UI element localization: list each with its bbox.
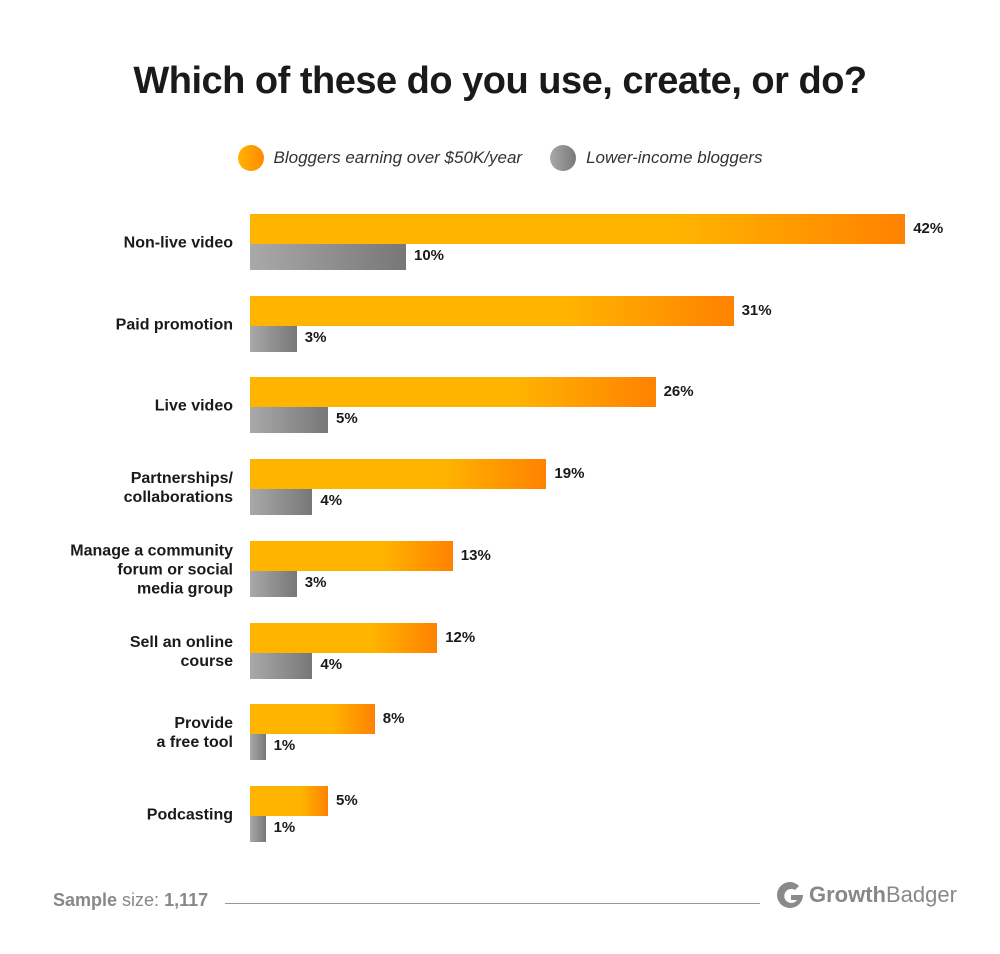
value-label-lower-income: 3% bbox=[304, 573, 327, 591]
bar-high-income bbox=[250, 622, 438, 653]
value-label-high-income: 26% bbox=[663, 383, 694, 401]
bar-lower-income bbox=[250, 734, 266, 761]
bar-high-income bbox=[250, 704, 375, 735]
value-label-lower-income: 4% bbox=[320, 655, 343, 673]
value-label-lower-income: 5% bbox=[336, 410, 358, 428]
bar-lower-income bbox=[250, 244, 406, 270]
value-label-high-income: 19% bbox=[554, 465, 585, 483]
category-label: Provide a free tool bbox=[156, 715, 233, 752]
logo-text-bold: Growth bbox=[809, 882, 886, 907]
bar-lower-income bbox=[250, 325, 297, 352]
legend-item-high-income: Bloggers earning over $50K/year bbox=[237, 145, 523, 171]
value-label-high-income: 13% bbox=[460, 546, 491, 564]
value-label-lower-income: 3% bbox=[304, 328, 327, 346]
chart-title: Which of these do you use, create, or do… bbox=[133, 60, 867, 102]
legend-swatch-orange bbox=[237, 145, 264, 171]
sample-label: Sample bbox=[53, 890, 118, 910]
category-label: Live video bbox=[154, 397, 233, 415]
value-label-lower-income: 1% bbox=[273, 818, 296, 836]
bar-high-income bbox=[250, 295, 734, 326]
sample-value: 1,117 bbox=[164, 890, 209, 910]
bar-high-income bbox=[250, 785, 328, 816]
value-label-high-income: 12% bbox=[445, 628, 476, 646]
category-label: Podcasting bbox=[146, 806, 233, 824]
category-label: Paid promotion bbox=[115, 316, 233, 334]
bar-high-income bbox=[250, 459, 547, 490]
badger-icon bbox=[777, 882, 803, 908]
category-label: Sell an online course bbox=[129, 633, 233, 670]
bar-lower-income bbox=[250, 815, 266, 842]
category-label: Non-live video bbox=[123, 234, 233, 252]
sample-size: Sample size: 1,117 bbox=[53, 890, 208, 911]
legend-swatch-grey bbox=[550, 145, 577, 171]
value-label-high-income: 31% bbox=[741, 301, 772, 319]
bar-high-income bbox=[250, 214, 906, 244]
bar-lower-income bbox=[250, 570, 297, 597]
value-label-lower-income: 4% bbox=[320, 492, 343, 510]
category-label: Manage a community forum or social media… bbox=[70, 542, 233, 598]
value-label-high-income: 42% bbox=[913, 220, 944, 237]
legend: Bloggers earning over $50K/year Lower-in… bbox=[0, 145, 1000, 171]
bar-lower-income bbox=[250, 489, 313, 516]
bar-high-income bbox=[250, 540, 453, 571]
value-label-lower-income: 10% bbox=[414, 247, 445, 264]
value-label-high-income: 5% bbox=[336, 791, 358, 809]
legend-label: Bloggers earning over $50K/year bbox=[273, 148, 523, 167]
logo-text-light: Badger bbox=[886, 882, 957, 907]
value-label-high-income: 8% bbox=[382, 710, 405, 728]
bar-lower-income bbox=[250, 652, 313, 679]
legend-label: Lower-income bloggers bbox=[586, 148, 763, 167]
size-label: size: bbox=[122, 890, 160, 910]
bar-high-income bbox=[250, 377, 656, 408]
value-label-lower-income: 1% bbox=[273, 737, 296, 755]
bar-lower-income bbox=[250, 407, 328, 434]
category-label: Partnerships/ collaborations bbox=[123, 470, 233, 507]
legend-item-lower-income: Lower-income bloggers bbox=[550, 145, 762, 171]
growthbadger-logo: GrowthBadger bbox=[775, 880, 957, 910]
footer-divider bbox=[225, 903, 760, 904]
